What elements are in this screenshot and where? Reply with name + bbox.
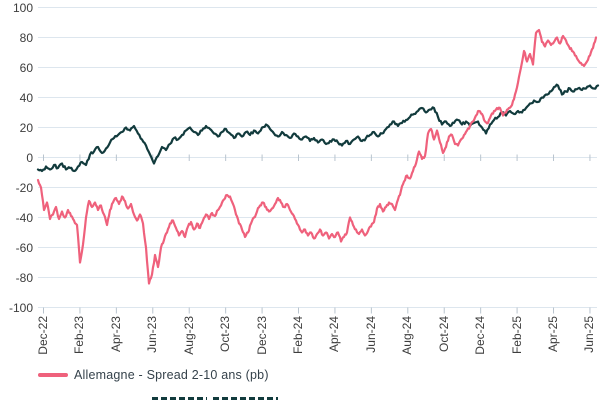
x-axis-tick-label: Feb-24	[291, 316, 305, 355]
x-axis-tick-label: Aug-24	[400, 316, 415, 355]
x-axis-tick-label: Oct-24	[436, 316, 451, 353]
legend-2-clipped-text-part2	[213, 397, 278, 400]
y-axis-tick-label: 0	[26, 150, 33, 165]
legend-label: Allemagne - Spread 2-10 ans (pb)	[74, 368, 269, 382]
y-axis-tick-label: 40	[19, 90, 33, 105]
x-axis-tick-label: Jun-25	[582, 316, 597, 353]
x-axis-tick-label: Feb-23	[72, 316, 87, 355]
x-axis-tick-label: Jun-23	[145, 316, 160, 353]
y-axis-tick-label: -100	[8, 300, 33, 315]
y-axis-tick-label: -60	[15, 240, 33, 255]
x-axis-tick-label: Apr-23	[108, 316, 123, 353]
y-axis-tick-label: -20	[15, 180, 33, 195]
x-axis-tick-label: Jun-24	[363, 316, 378, 353]
legend-line-swatch-pink	[38, 373, 68, 377]
x-axis-tick-label: Dec-22	[36, 316, 50, 355]
series-line-allemagne-spread-2-10	[36, 28, 598, 285]
y-axis-tick-label: -40	[15, 210, 33, 225]
y-axis-tick-label: 60	[19, 60, 33, 75]
x-axis-tick-label: Apr-25	[546, 316, 561, 353]
x-axis-tick-label: Apr-24	[327, 316, 342, 353]
y-axis-tick-label: -80	[15, 270, 33, 285]
x-axis-tick-label: Feb-25	[509, 316, 524, 355]
legend-item-allemagne-spread: Allemagne - Spread 2-10 ans (pb)	[38, 368, 269, 382]
x-axis-tick-label: Oct-23	[218, 316, 233, 353]
legend-2-clipped-text-part1	[152, 397, 207, 400]
y-axis-tick-label: 20	[19, 120, 33, 135]
y-axis-tick-label: 80	[19, 30, 33, 45]
x-axis-tick-label: Aug-23	[181, 316, 196, 355]
x-axis-tick-label: Dec-23	[254, 316, 269, 355]
y-axis-tick-label: 100	[12, 0, 33, 15]
x-axis-tick-label: Dec-24	[473, 316, 488, 355]
